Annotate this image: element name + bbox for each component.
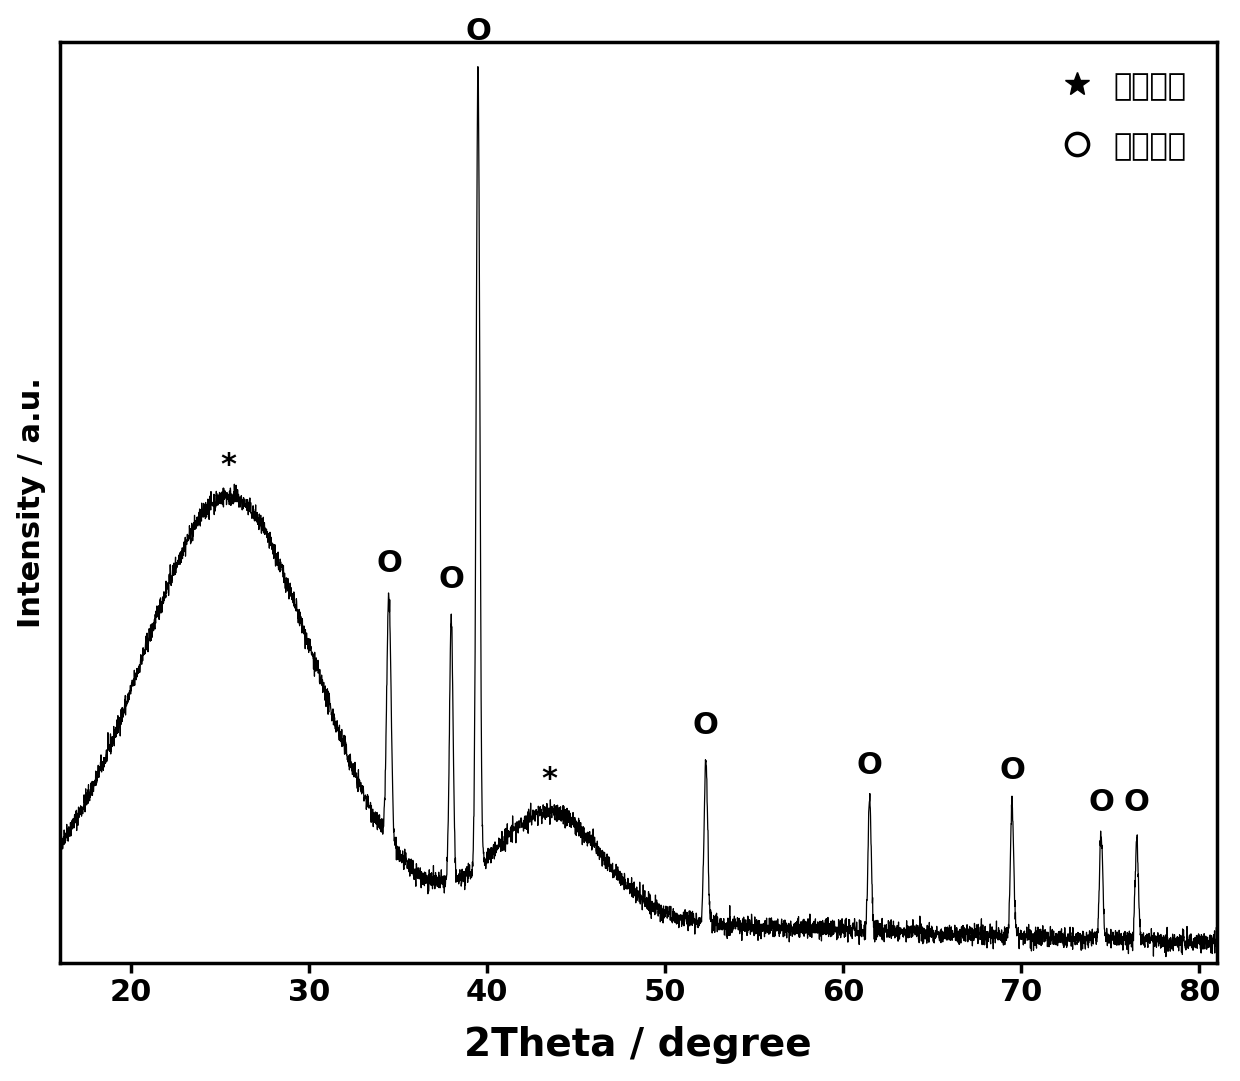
Text: O: O xyxy=(438,564,464,593)
Text: *: * xyxy=(221,452,237,480)
Text: O: O xyxy=(376,549,402,578)
Text: O: O xyxy=(465,17,491,46)
Text: O: O xyxy=(693,711,719,740)
Text: O: O xyxy=(1089,788,1114,817)
Text: O: O xyxy=(1123,788,1149,817)
Text: *: * xyxy=(541,764,557,793)
Y-axis label: Intensity / a.u.: Intensity / a.u. xyxy=(16,377,46,628)
Text: O: O xyxy=(857,751,883,780)
Legend: 碳纤维布, 碳化二钼: 碳纤维布, 碳化二钼 xyxy=(1043,57,1202,176)
X-axis label: 2Theta / degree: 2Theta / degree xyxy=(465,1026,812,1065)
Text: O: O xyxy=(999,757,1025,785)
